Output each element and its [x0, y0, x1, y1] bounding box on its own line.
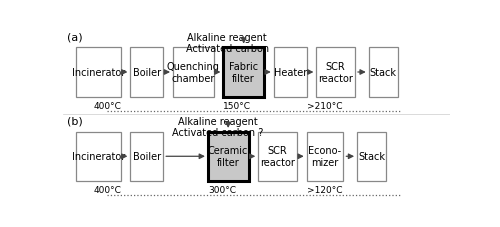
Bar [130, 132, 163, 181]
Bar [316, 48, 355, 97]
Text: 300°C: 300°C [208, 185, 236, 194]
Text: Econo-
mizer: Econo- mizer [308, 146, 342, 167]
Text: Ceramic
filter: Ceramic filter [208, 146, 248, 167]
Text: Incinerator: Incinerator [72, 68, 125, 78]
Text: (a): (a) [67, 32, 83, 42]
Bar [274, 48, 306, 97]
Bar [76, 132, 120, 181]
Text: Boiler: Boiler [132, 68, 161, 78]
Bar [258, 132, 297, 181]
Text: Alkaline reagent
Activated carbon: Alkaline reagent Activated carbon [186, 32, 269, 54]
Text: Heater: Heater [274, 68, 307, 78]
Bar [130, 48, 163, 97]
Bar [368, 48, 398, 97]
Text: Stack: Stack [370, 68, 396, 78]
Bar [208, 132, 248, 181]
Text: Alkaline reagent
Activated carbon ?: Alkaline reagent Activated carbon ? [172, 116, 263, 138]
Text: SCR
reactor: SCR reactor [318, 62, 353, 84]
Text: (b): (b) [67, 116, 83, 126]
Bar [306, 132, 344, 181]
Text: >210°C: >210°C [306, 101, 342, 110]
Bar [173, 48, 214, 97]
Bar [224, 48, 264, 97]
Text: Incinerator: Incinerator [72, 152, 125, 162]
Bar [76, 48, 120, 97]
Text: 150°C: 150°C [224, 101, 252, 110]
Bar [357, 132, 386, 181]
Text: 400°C: 400°C [94, 101, 122, 110]
Text: Fabric
filter: Fabric filter [229, 62, 258, 84]
Text: >120°C: >120°C [306, 185, 342, 194]
Text: Boiler: Boiler [132, 152, 161, 162]
Text: 400°C: 400°C [94, 185, 122, 194]
Text: Quenching
chamber: Quenching chamber [167, 62, 220, 84]
Text: Stack: Stack [358, 152, 385, 162]
Text: SCR
reactor: SCR reactor [260, 146, 295, 167]
